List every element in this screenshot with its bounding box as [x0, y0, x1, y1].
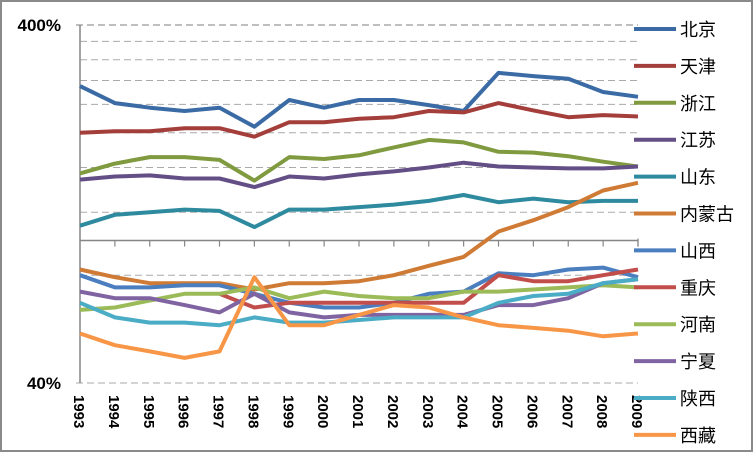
- x-tick-label: 2003: [419, 395, 436, 428]
- x-tick-label: 2002: [384, 395, 401, 428]
- legend-item: 河南: [634, 315, 716, 336]
- y-tick-label: 400%: [18, 16, 61, 35]
- legend-item: 浙江: [634, 94, 716, 115]
- legend-label: 江苏: [680, 131, 716, 152]
- legend-label: 陕西: [680, 389, 716, 410]
- series-line-2: [79, 137, 639, 183]
- x-tick-label: 2007: [558, 395, 575, 428]
- legend-label: 河南: [680, 315, 716, 336]
- x-tick-label: 1999: [279, 395, 296, 428]
- x-tick-label: 2009: [628, 395, 645, 428]
- legend-label: 内蒙古: [680, 205, 734, 226]
- series-lines: [79, 70, 639, 360]
- x-tick-label: 2008: [593, 395, 610, 428]
- legend-label: 宁夏: [680, 352, 716, 373]
- x-tick-label: 1997: [210, 395, 227, 428]
- legend-label: 浙江: [680, 94, 716, 115]
- legend-item: 北京: [634, 20, 716, 41]
- series-line-5: [79, 180, 639, 292]
- legend-item: 西藏: [634, 426, 716, 447]
- legend-label: 山西: [680, 241, 716, 262]
- legend-label: 重庆: [680, 278, 716, 299]
- legend-item: 江苏: [634, 131, 716, 152]
- legend-label: 天津: [680, 57, 716, 78]
- series-line-1: [79, 101, 639, 139]
- x-tick-label: 1994: [105, 395, 122, 429]
- series-line-7: [218, 267, 639, 310]
- legend-item: 重庆: [634, 278, 716, 299]
- legend-label: 西藏: [680, 426, 716, 447]
- series-line-10: [79, 277, 639, 328]
- x-tick-label: 2005: [489, 395, 506, 428]
- legend-item: 山东: [634, 168, 716, 189]
- x-tick-label: 2006: [523, 395, 540, 428]
- x-tick-label: 2001: [349, 395, 366, 428]
- legend-item: 天津: [634, 57, 716, 78]
- x-axis-labels: 1993 1994 1995 1996 1997 1998 1999 2000 2001 2002…: [70, 395, 645, 429]
- x-tick-label: 1993: [70, 395, 87, 428]
- series-line-6: [79, 265, 639, 310]
- y-axis-labels: 400% 40%: [18, 16, 61, 393]
- series-line-0: [79, 70, 639, 129]
- x-tick-label: 2000: [314, 395, 331, 428]
- series-line-8: [79, 283, 639, 312]
- series-line-11: [79, 275, 639, 360]
- series-line-3: [79, 160, 639, 190]
- x-tick-label: 2004: [454, 395, 471, 429]
- x-tick-label: 1998: [244, 395, 261, 428]
- series-line-4: [79, 193, 638, 230]
- legend-item: 山西: [634, 241, 716, 262]
- x-tick-label: 1996: [175, 395, 192, 428]
- legend-label: 北京: [680, 20, 716, 41]
- y-tick-label: 40%: [27, 374, 61, 393]
- legend-item: 内蒙古: [634, 205, 734, 226]
- x-tick-label: 1995: [140, 395, 157, 428]
- legend-item: 陕西: [634, 389, 716, 410]
- legend-item: 宁夏: [634, 352, 716, 373]
- axes: [79, 25, 639, 383]
- legend-label: 山东: [680, 168, 716, 189]
